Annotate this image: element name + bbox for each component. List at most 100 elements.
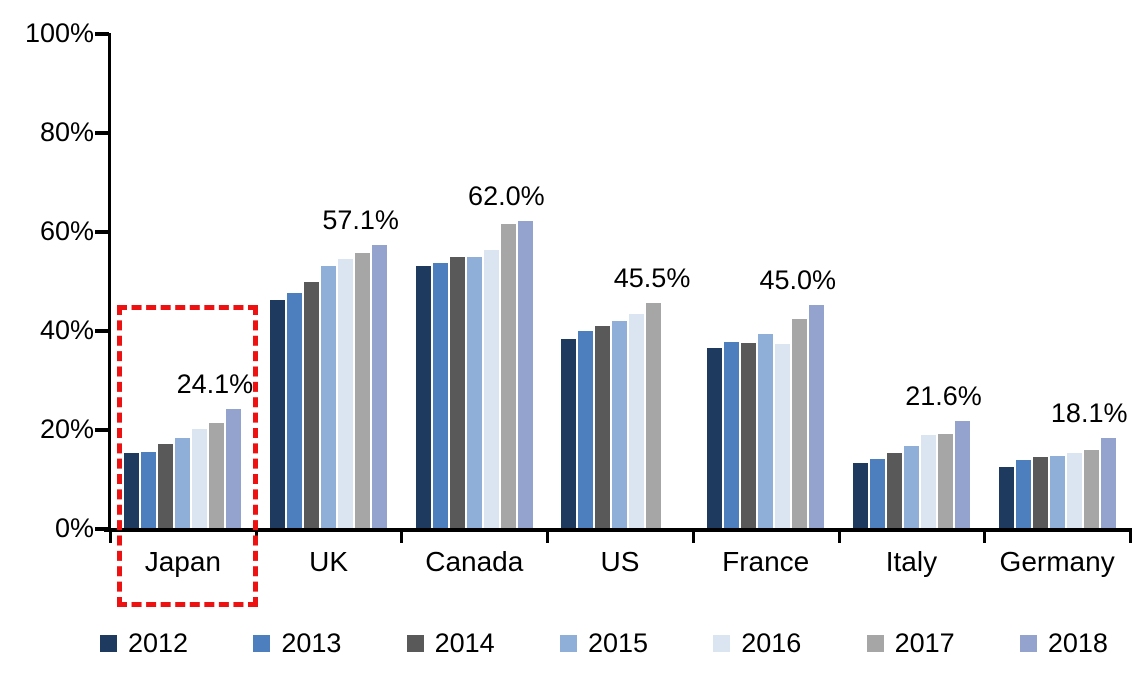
data-label-uk: 57.1%: [322, 205, 399, 236]
bar-group-italy: [839, 33, 985, 528]
data-label-germany: 18.1%: [1050, 398, 1128, 429]
highlight-dashed-box: [117, 305, 258, 607]
category-label-germany: Germany: [999, 546, 1115, 577]
bar-group-us: [547, 33, 693, 528]
bar-canada-2012: [415, 265, 431, 528]
legend-label-2013: 2013: [281, 628, 342, 658]
data-label-canada: 62.0%: [468, 181, 545, 212]
y-axis-tick: [95, 527, 109, 531]
data-label-france: 45.0%: [759, 265, 837, 296]
bar-japan-2013: [141, 452, 157, 528]
legend-swatch-2017: [866, 634, 884, 652]
bar-germany-2012: [998, 466, 1014, 528]
bar-japan-2014: [158, 444, 174, 528]
bar-canada-2018: [517, 221, 533, 528]
bar-france-2018: [809, 305, 825, 528]
x-axis-tick: [400, 528, 404, 543]
x-axis-tick: [1129, 528, 1132, 543]
y-axis-tick: [95, 32, 109, 36]
x-axis-line: [104, 528, 1132, 532]
bar-italy-2012: [852, 462, 868, 528]
x-axis-tick: [546, 528, 550, 543]
legend-swatch-2018: [1019, 634, 1037, 652]
legend-label-2015: 2015: [587, 628, 649, 658]
bar-uk-2015: [321, 265, 337, 528]
y-axis-tick-label: 60%: [39, 216, 94, 246]
bar-us-2012: [561, 338, 577, 528]
legend-label-2014: 2014: [434, 628, 495, 658]
bar-italy-2014: [886, 453, 902, 528]
bar-france-2017: [792, 319, 808, 528]
x-axis-tick: [983, 528, 987, 543]
legend-item-2017: 2017: [866, 628, 955, 658]
bar-france-2012: [707, 347, 723, 528]
x-axis-tick: [109, 528, 112, 543]
legend-label-2016: 2016: [741, 628, 802, 658]
category-label-uk: UK: [309, 546, 348, 577]
bar-canada-2016: [483, 250, 499, 528]
bar-germany-2014: [1032, 457, 1048, 528]
bar-germany-2018: [1100, 438, 1116, 528]
bar-canada-2014: [449, 256, 465, 528]
legend-label-2012: 2012: [128, 628, 189, 658]
bar-us-2014: [595, 326, 611, 528]
legend: 2012 2013 2014 2015 2016 2017 2018: [100, 624, 1108, 662]
legend-item-2015: 2015: [559, 628, 649, 658]
x-axis-tick: [691, 528, 695, 543]
category-label-france: France: [722, 546, 810, 577]
bar-uk-2017: [355, 252, 371, 528]
bar-uk-2013: [287, 292, 303, 528]
category-label-us: US: [600, 546, 640, 577]
legend-item-2012: 2012: [100, 628, 188, 658]
bar-us-2013: [578, 331, 594, 528]
bar-italy-2015: [903, 445, 919, 528]
y-axis-line: [108, 33, 111, 531]
y-axis-tick: [95, 329, 109, 333]
y-axis-tick-label: 0%: [54, 513, 94, 543]
bar-france-2014: [741, 342, 757, 528]
y-axis-tick-label: 40%: [39, 315, 94, 345]
data-label-us: 45.5%: [613, 262, 691, 293]
legend-swatch-2013: [253, 634, 271, 652]
x-axis-tick: [837, 528, 841, 543]
bar-canada-2017: [500, 223, 516, 528]
bar-uk-2012: [270, 300, 286, 528]
bar-japan-2015: [175, 437, 191, 528]
bar-germany-2016: [1066, 452, 1082, 528]
bar-canada-2013: [432, 263, 448, 528]
bar-japan-2012: [124, 453, 140, 528]
legend-item-2016: 2016: [713, 628, 801, 658]
legend-item-2018: 2018: [1019, 628, 1108, 658]
bar-japan-2016: [192, 429, 208, 528]
y-axis-tick: [95, 230, 109, 234]
y-axis-tick-label: 20%: [39, 414, 94, 444]
bar-italy-2013: [869, 459, 885, 528]
bar-group-japan: [110, 33, 256, 528]
bar-germany-2013: [1015, 459, 1031, 528]
bar-us-2017: [646, 302, 662, 528]
bar-japan-2018: [226, 408, 242, 528]
category-label-italy: Italy: [885, 546, 938, 577]
legend-item-2013: 2013: [253, 628, 341, 658]
bar-group-france: [693, 33, 839, 528]
legend-swatch-2014: [406, 634, 424, 652]
bar-uk-2014: [304, 282, 320, 528]
bar-italy-2018: [954, 421, 970, 528]
bar-uk-2018: [372, 245, 388, 528]
bar-germany-2017: [1083, 449, 1099, 528]
bar-france-2013: [724, 342, 740, 528]
bar-canada-2015: [466, 256, 482, 528]
legend-label-2017: 2017: [894, 628, 955, 658]
legend-swatch-2015: [559, 634, 577, 652]
y-axis-tick: [95, 131, 109, 135]
legend-swatch-2016: [713, 634, 731, 652]
bar-group-uk: [256, 33, 402, 528]
legend-item-2014: 2014: [406, 628, 495, 658]
bar-germany-2015: [1049, 455, 1065, 528]
bar-france-2016: [775, 343, 791, 528]
bar-us-2015: [612, 321, 628, 528]
y-axis-tick-label: 80%: [39, 117, 94, 147]
category-label-canada: Canada: [425, 546, 524, 577]
data-label-italy: 21.6%: [905, 381, 982, 412]
